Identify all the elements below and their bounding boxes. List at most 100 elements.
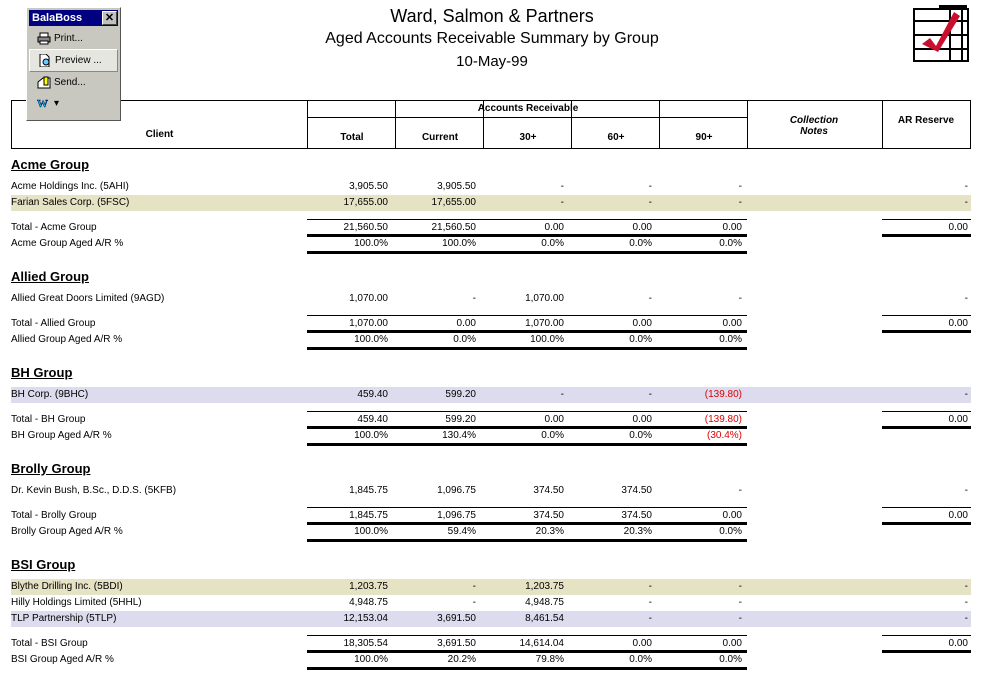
- cell-total: 100.0%: [354, 334, 388, 345]
- cell-d90: 0.00: [722, 638, 742, 649]
- table-row: Allied Great Doors Limited (9AGD) 1,070.0…: [11, 291, 971, 307]
- cell-d30: 1,070.00: [525, 293, 564, 304]
- client-name: BH Corp. (9BHC): [11, 389, 89, 400]
- cell-d60: 374.50: [621, 485, 652, 496]
- toolbar-titlebar[interactable]: BalaBoss ✕: [29, 10, 118, 26]
- word-button[interactable]: W ▾: [37, 98, 60, 110]
- client-name: Blythe Drilling Inc. (5BDI): [11, 581, 123, 592]
- total-rule: [307, 635, 747, 636]
- cell-total: 459.40: [357, 414, 388, 425]
- cell-d60: 0.00: [632, 414, 652, 425]
- cell-d90: -: [738, 485, 742, 496]
- cell-reserve: -: [964, 389, 968, 400]
- cell-d30: 0.0%: [541, 238, 564, 249]
- client-name: Acme Group Aged A/R %: [11, 238, 124, 249]
- spacer: [11, 540, 971, 557]
- send-button[interactable]: Send...: [29, 72, 118, 93]
- header-60: 60+: [607, 132, 625, 143]
- cell-d30: -: [560, 181, 564, 192]
- cell-reserve: -: [964, 613, 968, 624]
- group-header: Brolly Group: [11, 461, 91, 476]
- cell-d60: 20.3%: [623, 526, 652, 537]
- close-button[interactable]: ✕: [102, 11, 117, 25]
- cell-total: 459.40: [357, 389, 388, 400]
- cell-total: 1,845.75: [349, 510, 388, 521]
- table-row: Hilly Holdings Limited (5HHL) 4,948.75 - 4,…: [11, 595, 971, 611]
- group-header: BSI Group: [11, 557, 76, 572]
- header-collection-notes: Collection Notes: [789, 115, 839, 137]
- cell-total: 100.0%: [354, 654, 388, 665]
- cell-d60: -: [648, 389, 652, 400]
- cell-total: 100.0%: [354, 526, 388, 537]
- cell-d90: 0.0%: [719, 334, 742, 345]
- cell-d60: -: [648, 181, 652, 192]
- total-rule: [307, 219, 747, 220]
- group-percent-row: Brolly Group Aged A/R % 100.0% 59.4% 20.3% 2…: [11, 524, 971, 542]
- cell-current: 3,691.50: [437, 638, 476, 649]
- reserve-rule: [882, 411, 971, 412]
- cell-total: 1,070.00: [349, 318, 388, 329]
- cell-current: 3,905.50: [437, 181, 476, 192]
- cell-d60: 0.0%: [629, 334, 652, 345]
- svg-text:W: W: [37, 98, 48, 110]
- cell-d30: 4,948.75: [525, 597, 564, 608]
- cell-total: 1,203.75: [349, 581, 388, 592]
- cell-total: 4,948.75: [349, 597, 388, 608]
- cell-current: 3,691.50: [437, 613, 476, 624]
- total-thick-rule: [307, 234, 747, 237]
- header-ar-reserve: AR Reserve: [897, 115, 955, 126]
- cell-reserve: 0.00: [948, 638, 968, 649]
- client-name: Hilly Holdings Limited (5HHL): [11, 597, 142, 608]
- group-percent-row: Acme Group Aged A/R % 100.0% 100.0% 0.0% 0.0…: [11, 236, 971, 254]
- client-name: Total - BSI Group: [11, 638, 88, 649]
- group-header: Acme Group: [11, 157, 90, 172]
- printer-icon: [37, 32, 51, 45]
- spacer: [11, 668, 971, 685]
- preview-button[interactable]: Preview ...: [29, 49, 118, 72]
- client-name: Total - Acme Group: [11, 222, 97, 233]
- cell-d60: 0.0%: [629, 238, 652, 249]
- cell-d30: 374.50: [533, 510, 564, 521]
- percent-thick-rule: [307, 539, 747, 542]
- cell-d30: 1,070.00: [525, 318, 564, 329]
- client-name: Brolly Group Aged A/R %: [11, 526, 123, 537]
- cell-d90: 0.0%: [719, 238, 742, 249]
- total-thick-rule: [307, 330, 747, 333]
- cell-total: 18,305.54: [343, 638, 389, 649]
- cell-d90: (30.4%): [706, 430, 742, 441]
- cell-total: 1,845.75: [349, 485, 388, 496]
- cell-d60: 0.00: [632, 318, 652, 329]
- report-title: Aged Accounts Receivable Summary by Grou…: [325, 30, 659, 47]
- total-thick-rule: [307, 426, 747, 429]
- cell-d60: 0.00: [632, 222, 652, 233]
- cell-current: -: [472, 581, 476, 592]
- spacer: [11, 252, 971, 269]
- cell-current: 1,096.75: [437, 510, 476, 521]
- client-name: Acme Holdings Inc. (5AHI): [11, 181, 129, 192]
- column-header: Client Accounts Receivable Total Current…: [11, 100, 971, 149]
- group-header: Allied Group: [11, 269, 89, 284]
- cell-total: 12,153.04: [343, 613, 389, 624]
- balaboss-toolbar: BalaBoss ✕ Print... Preview ... Send... W…: [26, 7, 121, 121]
- header-total: Total: [340, 132, 364, 143]
- cell-d60: 0.0%: [629, 430, 652, 441]
- reserve-thick-rule: [882, 650, 971, 653]
- table-row: Acme Holdings Inc. (5AHI) 3,905.50 3,905.5…: [11, 179, 971, 195]
- cell-d90: -: [738, 597, 742, 608]
- group-percent-row: Allied Group Aged A/R % 100.0% 0.0% 100.0% 0…: [11, 332, 971, 350]
- client-name: Allied Group Aged A/R %: [11, 334, 123, 345]
- cell-d30: 79.8%: [535, 654, 564, 665]
- reserve-thick-rule: [882, 426, 971, 429]
- table-row: BH Corp. (9BHC) 459.40 599.20 - - (139.80) -: [11, 387, 971, 403]
- table-row: Blythe Drilling Inc. (5BDI) 1,203.75 - 1,20…: [11, 579, 971, 595]
- client-name: BH Group Aged A/R %: [11, 430, 112, 441]
- cell-d90: 0.00: [722, 222, 742, 233]
- print-button[interactable]: Print...: [29, 28, 118, 49]
- cell-d30: -: [560, 389, 564, 400]
- cell-d30: 374.50: [533, 485, 564, 496]
- group-total-row: Total - BSI Group 18,305.54 3,691.50 14,614…: [11, 635, 971, 653]
- client-name: TLP Partnership (5TLP): [11, 613, 117, 624]
- cell-reserve: -: [964, 597, 968, 608]
- reserve-thick-rule: [882, 330, 971, 333]
- cell-d90: -: [738, 613, 742, 624]
